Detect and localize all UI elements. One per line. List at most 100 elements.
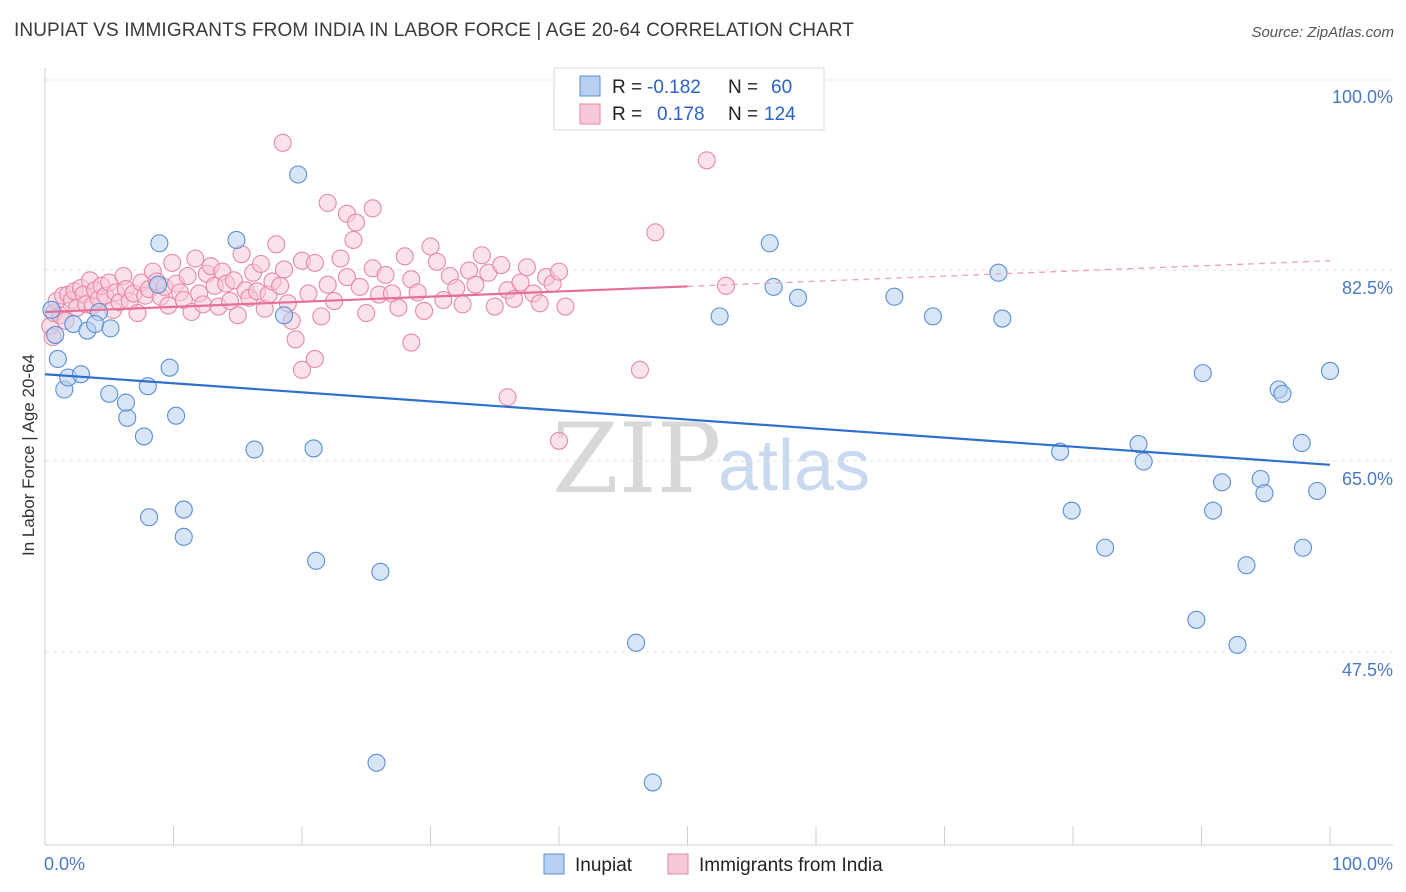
point-inupiat (101, 319, 120, 338)
point-inupiat (885, 287, 904, 306)
point-inupiat (118, 408, 137, 427)
point-inupiat (274, 306, 294, 325)
watermark-atlas: atlas (718, 426, 870, 506)
point-india (357, 304, 376, 323)
point-india (492, 256, 511, 275)
point-inupiat (42, 300, 61, 319)
legend-r-label-2: R = (612, 104, 642, 125)
legend-r-label-1: R = (612, 77, 642, 98)
point-inupiat (86, 314, 105, 334)
legend-swatch-india (579, 103, 601, 125)
point-india (466, 275, 485, 294)
legend-n-label-1: N = (728, 77, 758, 98)
point-india (228, 306, 247, 325)
point-inupiat (923, 307, 942, 326)
point-inupiat (160, 358, 179, 377)
point-inupiat (1293, 538, 1313, 557)
point-inupiat (643, 773, 662, 792)
y-tick-label: 47.5% (1342, 660, 1393, 680)
point-india (389, 298, 408, 317)
legend-n-value-2: 124 (764, 104, 796, 125)
point-inupiat (71, 365, 91, 384)
point-india (251, 254, 270, 274)
point-inupiat (1237, 556, 1256, 575)
point-india (630, 360, 650, 379)
y-tick-label: 100.0% (1332, 87, 1393, 107)
bottom-legend-label-india: Immigrants from India (699, 855, 883, 876)
y-tick-labels: 100.0% 82.5% 65.0% 47.5% (1332, 87, 1393, 680)
point-inupiat (289, 165, 308, 184)
point-india (363, 199, 382, 218)
point-inupiat (140, 508, 159, 527)
point-inupiat (764, 277, 783, 296)
point-india (224, 271, 243, 290)
point-inupiat (371, 562, 390, 581)
legend-n-label-2: N = (728, 104, 758, 125)
trend-line-india-extension (687, 260, 1331, 288)
point-inupiat (1096, 538, 1115, 557)
legend-r-value-1: -0.182 (647, 77, 701, 98)
point-india (549, 431, 569, 450)
point-india (346, 213, 366, 232)
trend-line-india (44, 285, 688, 314)
point-india (434, 290, 453, 310)
y-tick-label: 65.0% (1342, 469, 1393, 489)
point-india (472, 246, 491, 265)
point-inupiat (227, 230, 246, 250)
point-india (646, 223, 665, 242)
point-india (273, 133, 292, 152)
point-inupiat (1273, 384, 1292, 403)
point-inupiat (989, 263, 1008, 282)
point-inupiat (1187, 610, 1206, 629)
point-inupiat (1320, 361, 1340, 380)
point-india (376, 265, 395, 284)
point-india (163, 253, 182, 272)
point-india (517, 258, 536, 277)
point-inupiat (149, 275, 168, 294)
point-india (395, 247, 414, 266)
point-india (498, 388, 517, 407)
point-inupiat (245, 440, 264, 459)
point-india (716, 276, 736, 295)
point-inupiat (1255, 484, 1274, 503)
point-india (318, 193, 337, 212)
point-india (318, 275, 337, 294)
point-india (421, 237, 440, 256)
point-india (271, 276, 290, 295)
point-india (415, 301, 434, 320)
legend: R = -0.182 N = 60 R = 0.178 N = 124 (553, 67, 825, 131)
point-inupiat (134, 427, 153, 446)
point-inupiat (1134, 452, 1153, 471)
point-inupiat (1193, 364, 1212, 383)
point-inupiat (760, 234, 779, 253)
point-inupiat (307, 551, 326, 570)
point-india (299, 284, 318, 303)
point-inupiat (116, 393, 136, 412)
point-india (344, 230, 363, 250)
point-inupiat (788, 288, 808, 307)
x-tick-label-max: 100.0% (1332, 854, 1393, 874)
point-inupiat (100, 384, 119, 403)
point-inupiat (304, 439, 323, 458)
point-india (292, 360, 312, 379)
point-inupiat (48, 349, 67, 368)
point-india (530, 294, 549, 313)
point-india (453, 295, 472, 314)
point-india (447, 278, 466, 298)
watermark: ZIP atlas (552, 403, 870, 515)
gridlines (45, 79, 1393, 653)
x-tick-label-min: 0.0% (44, 854, 85, 874)
point-india (485, 297, 504, 316)
point-india (186, 249, 205, 268)
point-india (556, 297, 575, 316)
point-inupiat (1308, 481, 1327, 501)
point-india (178, 266, 197, 286)
y-tick-label: 82.5% (1342, 278, 1393, 298)
bottom-legend-swatch-inupiat (543, 853, 565, 875)
point-india (350, 277, 369, 296)
y-axis-title: In Labor Force | Age 20-64 (19, 354, 38, 556)
trend-line-inupiat (44, 373, 1331, 466)
point-india (267, 235, 286, 254)
point-india (504, 289, 524, 308)
source-label: Source: ZipAtlas.com (1251, 24, 1394, 41)
